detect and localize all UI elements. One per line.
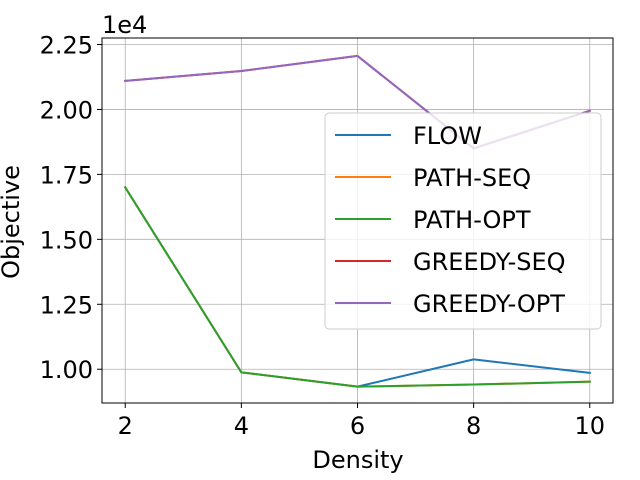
x-tick-label: 2	[118, 412, 133, 440]
y-tick-label: 1.00	[40, 356, 93, 384]
legend-label-greedy-seq: GREEDY-SEQ	[413, 248, 566, 276]
legend-label-greedy-opt: GREEDY-OPT	[413, 290, 565, 318]
legend-label-path-opt: PATH-OPT	[413, 206, 531, 234]
legend-frame	[324, 112, 602, 330]
y-axis-offset-label: 1e4	[102, 11, 147, 39]
x-tick-label: 4	[234, 412, 249, 440]
y-tick-label: 2.00	[40, 96, 93, 124]
series-line-path-opt	[123, 185, 591, 388]
y-tick-label: 1.75	[40, 161, 93, 189]
y-axis-ticks: 1.00 1.25 1.50 1.75 2.00 2.25	[40, 31, 102, 384]
x-axis-ticks: 2 4 6 8 10	[118, 403, 605, 440]
y-tick-label: 1.25	[40, 291, 93, 319]
legend: FLOW PATH-SEQ PATH-OPT GREEDY-SEQ GREEDY-OPT	[324, 112, 602, 330]
x-tick-label: 6	[350, 412, 365, 440]
x-tick-label: 10	[574, 412, 605, 440]
x-axis-label: Density	[312, 446, 403, 474]
legend-label-path-seq: PATH-SEQ	[413, 164, 531, 192]
y-axis-label: Objective	[0, 165, 25, 279]
y-tick-label: 1.50	[40, 226, 93, 254]
legend-label-flow: FLOW	[413, 122, 482, 150]
x-tick-label: 8	[466, 412, 481, 440]
y-tick-label: 2.25	[40, 31, 93, 59]
